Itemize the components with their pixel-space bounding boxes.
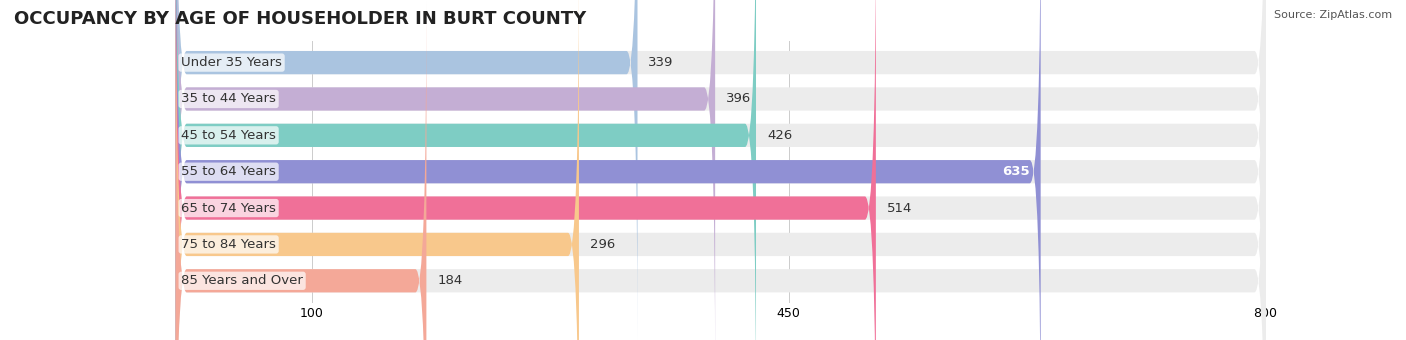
- FancyBboxPatch shape: [176, 0, 1265, 340]
- Text: 339: 339: [648, 56, 673, 69]
- Text: 514: 514: [887, 202, 912, 215]
- Text: 426: 426: [766, 129, 792, 142]
- FancyBboxPatch shape: [176, 0, 1265, 340]
- FancyBboxPatch shape: [176, 0, 1265, 340]
- Text: 45 to 54 Years: 45 to 54 Years: [181, 129, 276, 142]
- FancyBboxPatch shape: [176, 0, 637, 340]
- FancyBboxPatch shape: [176, 0, 579, 340]
- Text: 85 Years and Over: 85 Years and Over: [181, 274, 304, 287]
- Text: 635: 635: [1002, 165, 1029, 178]
- FancyBboxPatch shape: [176, 0, 756, 340]
- FancyBboxPatch shape: [176, 0, 1265, 340]
- Text: Under 35 Years: Under 35 Years: [181, 56, 283, 69]
- FancyBboxPatch shape: [176, 0, 1040, 340]
- Text: 55 to 64 Years: 55 to 64 Years: [181, 165, 276, 178]
- Text: 65 to 74 Years: 65 to 74 Years: [181, 202, 276, 215]
- FancyBboxPatch shape: [176, 1, 1265, 340]
- Text: Source: ZipAtlas.com: Source: ZipAtlas.com: [1274, 10, 1392, 20]
- Text: 396: 396: [725, 92, 751, 105]
- FancyBboxPatch shape: [176, 0, 1265, 340]
- Text: 75 to 84 Years: 75 to 84 Years: [181, 238, 276, 251]
- FancyBboxPatch shape: [176, 1, 426, 340]
- Text: OCCUPANCY BY AGE OF HOUSEHOLDER IN BURT COUNTY: OCCUPANCY BY AGE OF HOUSEHOLDER IN BURT …: [14, 10, 586, 28]
- FancyBboxPatch shape: [176, 0, 1265, 340]
- FancyBboxPatch shape: [176, 0, 876, 340]
- FancyBboxPatch shape: [176, 0, 716, 340]
- Text: 296: 296: [591, 238, 614, 251]
- Text: 35 to 44 Years: 35 to 44 Years: [181, 92, 276, 105]
- Text: 184: 184: [437, 274, 463, 287]
